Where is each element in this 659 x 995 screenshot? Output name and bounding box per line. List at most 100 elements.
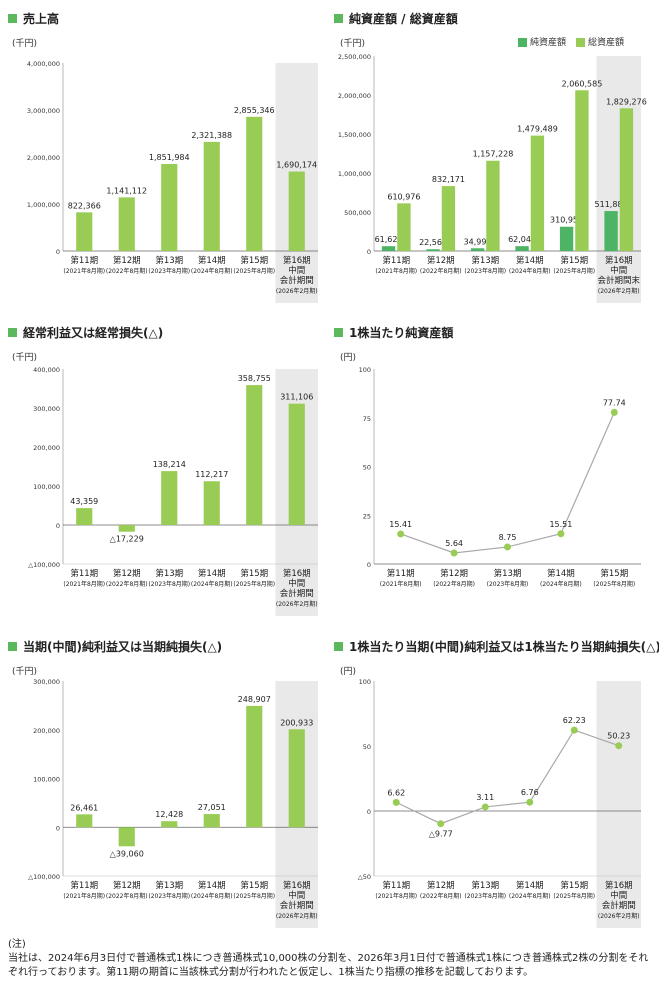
x-tick-label: 第16期 <box>283 880 311 891</box>
x-tick-label: (2026年2月期) <box>276 600 318 608</box>
data-point <box>526 798 534 806</box>
y-tick-label: 3,000,000 <box>27 107 60 115</box>
bar <box>246 705 263 828</box>
x-tick-label: 中間 <box>610 265 627 276</box>
x-tick-label: (2024年8月期) <box>191 580 233 588</box>
data-label: 1,851,984 <box>149 153 190 162</box>
bar <box>426 249 440 251</box>
bar <box>530 135 545 251</box>
y-tick-label: 75 <box>363 415 371 423</box>
data-label: 832,171 <box>432 175 465 184</box>
bar <box>76 212 93 251</box>
series-line <box>395 729 619 825</box>
eps-chart: △50 0 50 100 第11期(2021年8月期) 第12期(2022年8月期) 第13… <box>358 678 641 928</box>
x-tick-label: 会計期間末 <box>597 275 640 286</box>
x-tick-label: (2022年8月期) <box>106 580 148 588</box>
x-tick-label: 第13期 <box>155 880 183 891</box>
y-tick-label: 300,000 <box>33 405 60 413</box>
data-label: 311,106 <box>280 393 313 402</box>
x-tick-label: 第12期 <box>440 568 468 579</box>
x-tick-label: (2022年8月期) <box>106 267 148 275</box>
y-tick-label: 200,000 <box>33 727 60 735</box>
x-tick-label: 第12期 <box>427 880 455 891</box>
x-tick-label: (2026年2月期) <box>598 287 640 295</box>
data-label: 50.23 <box>607 732 630 741</box>
x-tick-label: 第11期 <box>382 880 410 891</box>
bar <box>246 116 263 251</box>
x-tick-label: 第14期 <box>516 880 544 891</box>
bar <box>381 246 396 251</box>
assets-unit: (千円) <box>340 39 366 49</box>
x-tick-label: 第12期 <box>113 255 141 266</box>
y-tick-label: 1,000,000 <box>338 170 371 178</box>
bar <box>118 525 135 532</box>
assets-panel: 純資産額 / 総資産額 (千円) 純資産額 総資産額 0 500,000 1,000… <box>334 10 654 320</box>
y-tick-label: 2,000,000 <box>338 92 371 100</box>
x-tick-label: (2026年2月期) <box>598 912 640 920</box>
x-tick-label: 第14期 <box>547 568 575 579</box>
data-label: 358,755 <box>238 374 271 383</box>
bar <box>288 171 305 251</box>
bar <box>397 203 411 251</box>
series-line <box>400 412 615 554</box>
y-tick-label: 1,000,000 <box>27 201 60 209</box>
x-tick-label: (2023年8月期) <box>487 580 529 588</box>
y-tick-label: 25 <box>363 512 371 520</box>
ordinary-chart: △100,000 0 100,000 200,000 300,000 400,000 第11… <box>28 366 318 616</box>
legend-swatch-light <box>576 38 586 47</box>
y-tick-label: △100,000 <box>28 561 60 569</box>
legend-net-assets: 純資産額 <box>518 35 566 48</box>
data-label: 2,060,585 <box>562 79 603 88</box>
data-point <box>610 408 618 416</box>
x-tick-label: 第16期 <box>605 255 633 266</box>
assets-legend: 純資産額 総資産額 <box>518 35 624 48</box>
bar <box>76 508 93 525</box>
x-tick-label: 第11期 <box>70 255 98 266</box>
data-point <box>437 820 445 828</box>
y-tick-label: 300,000 <box>33 678 60 686</box>
data-point <box>504 543 511 551</box>
y-tick-label: △100,000 <box>28 873 60 881</box>
bullet-square-icon <box>334 642 343 651</box>
x-tick-label: (2023年8月期) <box>148 580 190 588</box>
y-tick-label: 100,000 <box>33 776 60 784</box>
data-point <box>557 530 565 538</box>
y-tick-label: 0 <box>367 248 371 256</box>
x-tick-label: (2021年8月期) <box>63 892 105 900</box>
bps-panel: 1株当たり純資産額 (円) 0 25 50 75 100 第11期 (2021年8月期) 第1… <box>334 324 654 634</box>
bar <box>246 385 263 525</box>
bullet-square-icon <box>8 328 17 337</box>
y-tick-label: 2,000,000 <box>27 154 60 162</box>
x-tick-label: 会計期間 <box>280 900 314 911</box>
bar <box>203 814 220 828</box>
x-tick-label: 第16期 <box>605 880 633 891</box>
data-point <box>481 803 489 811</box>
x-tick-label: 第11期 <box>387 568 415 579</box>
data-label: 310,956 <box>550 216 583 225</box>
bullet-square-icon <box>8 642 17 651</box>
y-tick-label: 0 <box>367 561 371 569</box>
y-tick-label: 400,000 <box>33 366 60 374</box>
netincome-panel: 当期(中間)純利益又は当期純損失(△) (千円) △100,000 0 100,00… <box>8 638 328 938</box>
bar <box>441 186 456 251</box>
y-tick-label: 100 <box>359 366 371 374</box>
sales-chart: 0 1,000,000 2,000,000 3,000,000 4,000,000 第11… <box>27 60 318 303</box>
data-label: 112,217 <box>195 470 228 479</box>
footnote: (注) 当社は、2024年6月3日付で普通株式1株につき普通株式10,000株の… <box>8 938 653 980</box>
data-label: 62,048 <box>508 235 536 244</box>
data-label: 77.74 <box>603 398 626 407</box>
data-label: 22,568 <box>419 238 447 247</box>
x-tick-label: (2025年8月期) <box>233 267 275 275</box>
bar <box>118 197 135 251</box>
y-tick-label: 2,500,000 <box>338 53 371 61</box>
data-label: △39,060 <box>110 849 144 858</box>
x-tick-label: (2025年8月期) <box>233 580 275 588</box>
bps-title: 1株当たり純資産額 <box>334 324 453 341</box>
data-label: 61,629 <box>375 235 403 244</box>
x-tick-label: 第13期 <box>471 880 499 891</box>
assets-chart: 0 500,000 1,000,000 1,500,000 2,000,000 2,500… <box>338 53 647 303</box>
x-tick-label: 第13期 <box>155 568 183 579</box>
data-label: 6.62 <box>387 788 405 797</box>
bullet-square-icon <box>8 14 17 23</box>
bar <box>619 108 634 251</box>
